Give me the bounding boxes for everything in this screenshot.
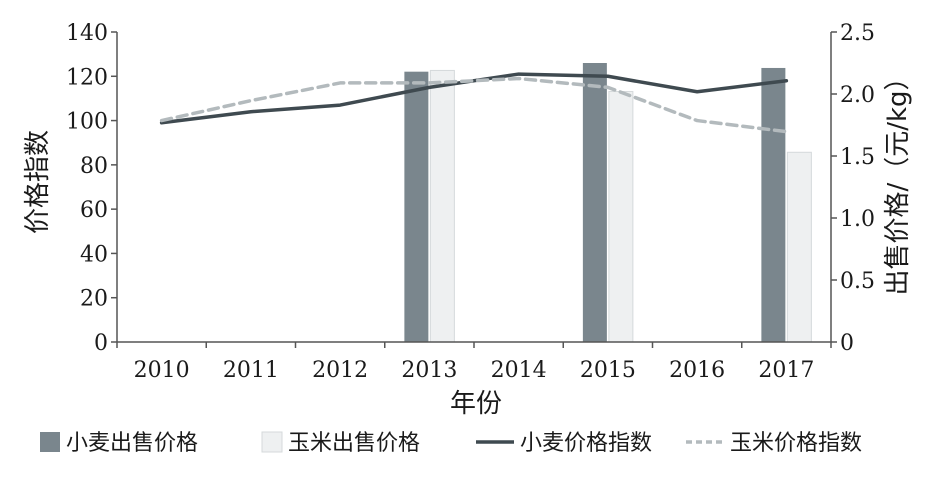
right-tick-label: 2.5 — [840, 21, 875, 46]
legend-label: 小麦价格指数 — [520, 431, 652, 456]
left-tick-label: 40 — [80, 242, 108, 267]
line-corn-index — [159, 76, 789, 134]
line-series — [159, 72, 789, 134]
left-axis-title: 价格指数 — [23, 130, 53, 234]
left-axis-ticks: 0 20 40 60 80 100 120 140 — [66, 21, 117, 356]
bar-corn-price — [608, 91, 634, 343]
right-tick-label: 1.0 — [840, 207, 875, 232]
left-tick-label: 100 — [66, 110, 108, 135]
x-tick-label: 2017 — [758, 358, 814, 383]
right-tick-label: 0 — [840, 331, 854, 356]
x-tick-label: 2015 — [580, 358, 636, 383]
x-tick-label: 2014 — [491, 358, 547, 383]
bar-series — [404, 63, 812, 343]
left-tick-label: 20 — [80, 287, 108, 312]
bar-wheat-price — [761, 67, 786, 343]
bar-corn-price — [429, 69, 455, 343]
left-tick-label: 60 — [80, 198, 108, 223]
x-axis-title: 年份 — [450, 389, 502, 419]
left-tick-label: 140 — [66, 21, 108, 46]
legend-swatch — [261, 431, 283, 453]
left-tick-label: 120 — [66, 65, 108, 90]
legend-label: 小麦出售价格 — [66, 431, 198, 456]
bar-wheat-price — [582, 63, 607, 342]
right-tick-label: 2.0 — [840, 83, 875, 108]
right-tick-label: 0.5 — [840, 269, 875, 294]
x-tick-label: 2012 — [312, 358, 368, 383]
left-tick-label: 80 — [80, 154, 108, 179]
legend-corn-index: 玉米价格指数 — [686, 431, 862, 456]
right-axis-title: 出售价格/（元/kg） — [883, 64, 913, 295]
x-tick-label: 2016 — [669, 358, 725, 383]
axes — [116, 32, 832, 343]
x-axis-ticks: 2010 2011 2012 2013 2014 2015 2016 2017 — [116, 342, 832, 383]
legend-wheat-price: 小麦出售价格 — [40, 431, 198, 456]
left-tick-label: 0 — [94, 331, 108, 356]
x-tick-label: 2011 — [223, 358, 279, 383]
legend-corn-price: 玉米出售价格 — [261, 431, 420, 456]
bar-corn-price — [786, 151, 812, 343]
x-tick-label: 2013 — [401, 358, 457, 383]
legend-wheat-index: 小麦价格指数 — [476, 431, 652, 456]
x-tick-label: 2010 — [134, 358, 190, 383]
line-wheat-index — [159, 72, 789, 125]
right-tick-label: 1.5 — [840, 145, 875, 170]
bar-wheat-price — [404, 71, 429, 343]
legend-label: 玉米价格指数 — [730, 431, 862, 456]
legend-swatch — [40, 432, 60, 452]
legend: 小麦出售价格 玉米出售价格 小麦价格指数 玉米价格指数 — [40, 431, 862, 456]
right-axis-ticks: 0 0.5 1.0 1.5 2.0 2.5 — [831, 21, 875, 356]
legend-label: 玉米出售价格 — [288, 431, 420, 456]
